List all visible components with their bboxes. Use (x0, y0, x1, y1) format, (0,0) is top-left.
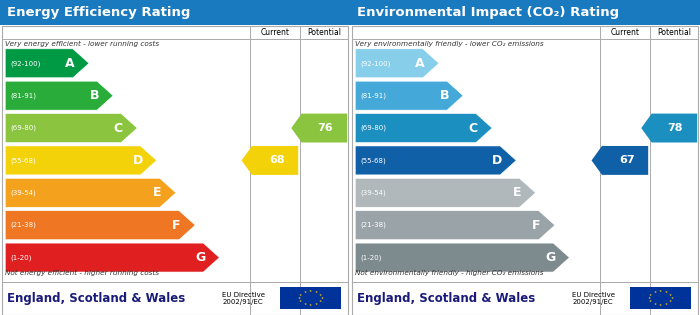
Text: ★: ★ (315, 290, 318, 294)
Text: F: F (172, 219, 181, 232)
Text: England, Scotland & Wales: England, Scotland & Wales (7, 292, 186, 305)
Text: 68: 68 (270, 155, 285, 165)
Text: ★: ★ (309, 303, 312, 307)
Text: ★: ★ (669, 300, 672, 303)
Polygon shape (6, 114, 137, 142)
Text: (21-38): (21-38) (360, 222, 386, 228)
Text: (1-20): (1-20) (360, 254, 382, 261)
Text: ★: ★ (653, 290, 657, 294)
Text: (1-20): (1-20) (10, 254, 32, 261)
Polygon shape (355, 243, 569, 272)
Polygon shape (355, 178, 536, 207)
Text: (81-91): (81-91) (10, 92, 36, 99)
Text: ★: ★ (665, 290, 668, 294)
Text: ★: ★ (671, 296, 673, 300)
Text: (92-100): (92-100) (10, 60, 41, 66)
Text: D: D (492, 154, 503, 167)
Text: ★: ★ (669, 293, 672, 296)
Text: 67: 67 (620, 155, 635, 165)
Text: England, Scotland & Wales: England, Scotland & Wales (357, 292, 536, 305)
Text: (81-91): (81-91) (360, 92, 386, 99)
Polygon shape (6, 81, 113, 110)
Polygon shape (355, 49, 439, 78)
Polygon shape (6, 243, 219, 272)
Bar (0, 0, 350, 25)
Text: Environmental Impact (CO₂) Rating: Environmental Impact (CO₂) Rating (357, 6, 619, 19)
Text: ★: ★ (665, 302, 668, 306)
Text: (69-80): (69-80) (10, 125, 36, 131)
Text: E: E (153, 186, 161, 199)
Text: B: B (440, 89, 449, 102)
Text: (55-68): (55-68) (360, 157, 386, 164)
Text: (92-100): (92-100) (360, 60, 391, 66)
Text: ★: ★ (303, 302, 307, 306)
Text: Not energy efficient - higher running costs: Not energy efficient - higher running co… (6, 269, 160, 276)
Text: Very environmentally friendly - lower CO₂ emissions: Very environmentally friendly - lower CO… (355, 40, 544, 47)
Bar (350, 0, 700, 25)
Text: Not environmentally friendly - higher CO₂ emissions: Not environmentally friendly - higher CO… (355, 269, 544, 276)
Text: (69-80): (69-80) (360, 125, 386, 131)
Polygon shape (355, 211, 555, 240)
Text: ★: ★ (299, 300, 302, 303)
Text: (39-54): (39-54) (360, 190, 386, 196)
Bar (630, 287, 692, 309)
Text: ★: ★ (648, 296, 650, 300)
Text: ★: ★ (315, 302, 318, 306)
Polygon shape (291, 114, 347, 142)
Bar (280, 287, 342, 309)
Text: (55-68): (55-68) (10, 157, 36, 164)
Polygon shape (6, 49, 89, 78)
Text: B: B (90, 89, 99, 102)
Polygon shape (6, 211, 195, 240)
Polygon shape (6, 178, 176, 207)
Text: 78: 78 (667, 123, 683, 133)
Polygon shape (355, 81, 463, 110)
Text: EU Directive
2002/91/EC: EU Directive 2002/91/EC (572, 292, 615, 305)
Polygon shape (241, 146, 298, 175)
Text: EU Directive
2002/91/EC: EU Directive 2002/91/EC (222, 292, 265, 305)
Polygon shape (355, 114, 492, 142)
Text: ★: ★ (659, 303, 662, 307)
Text: G: G (195, 251, 206, 264)
Text: C: C (468, 122, 478, 135)
Text: D: D (132, 154, 143, 167)
Text: ★: ★ (649, 293, 652, 296)
Text: ★: ★ (303, 290, 307, 294)
Text: ★: ★ (321, 296, 323, 300)
Text: ★: ★ (649, 300, 652, 303)
Text: ★: ★ (653, 302, 657, 306)
Text: F: F (532, 219, 540, 232)
Text: Potential: Potential (657, 28, 691, 37)
Polygon shape (6, 146, 157, 175)
Text: ★: ★ (319, 300, 322, 303)
Text: C: C (114, 122, 123, 135)
Text: Very energy efficient - lower running costs: Very energy efficient - lower running co… (6, 40, 160, 47)
Text: Current: Current (610, 28, 640, 37)
Text: ★: ★ (659, 289, 662, 293)
Text: A: A (65, 57, 75, 70)
Text: E: E (512, 186, 521, 199)
Text: ★: ★ (299, 293, 302, 296)
Text: ★: ★ (298, 296, 300, 300)
Polygon shape (641, 114, 697, 142)
Text: A: A (415, 57, 425, 70)
Text: Potential: Potential (307, 28, 341, 37)
Polygon shape (592, 146, 648, 175)
Text: 76: 76 (317, 123, 333, 133)
Text: ★: ★ (309, 289, 312, 293)
Text: ★: ★ (319, 293, 322, 296)
Polygon shape (355, 146, 516, 175)
Text: G: G (545, 251, 556, 264)
Text: (21-38): (21-38) (10, 222, 36, 228)
Text: Current: Current (260, 28, 290, 37)
Text: (39-54): (39-54) (10, 190, 36, 196)
Text: Energy Efficiency Rating: Energy Efficiency Rating (7, 6, 190, 19)
